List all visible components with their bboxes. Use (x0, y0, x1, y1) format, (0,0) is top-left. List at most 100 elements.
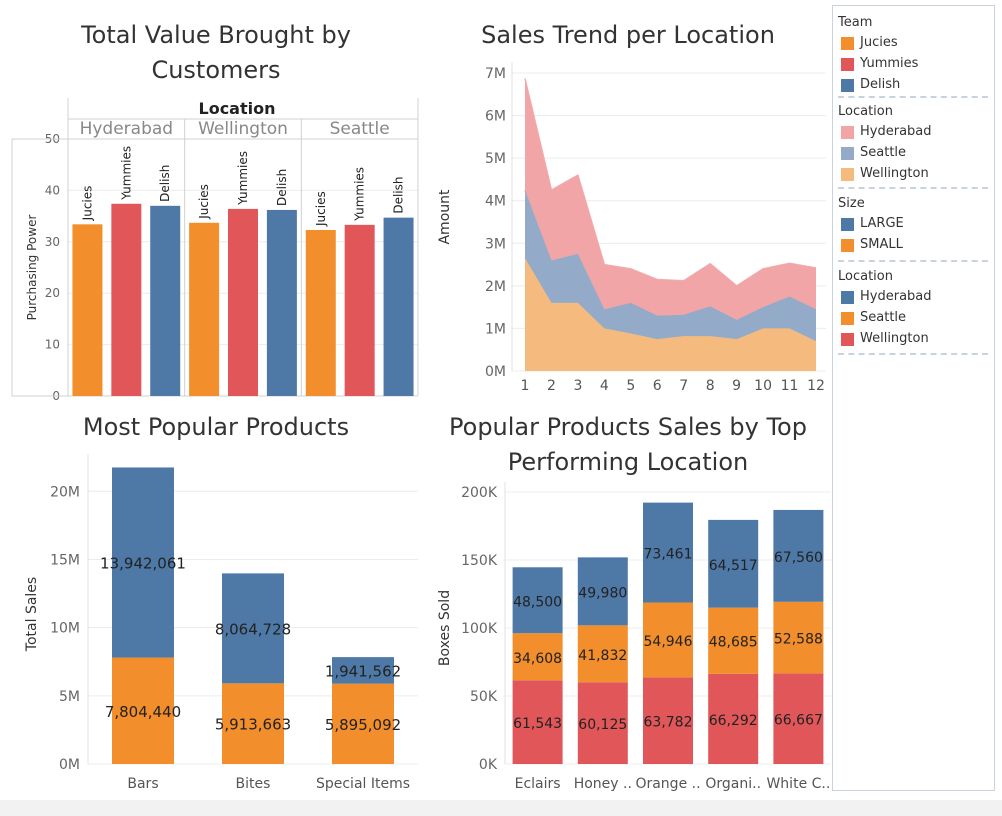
data-label: 13,942,061 (100, 555, 186, 573)
legend-bar-location: Location Hyderabad Seattle Wellington (838, 267, 988, 349)
bar-segment (643, 602, 693, 678)
legend-separator (838, 96, 988, 98)
legend-item-delish[interactable]: Delish (838, 74, 988, 95)
area-hyderabad (525, 78, 816, 320)
y-tick-label: 7M (485, 66, 506, 82)
legend-item-hyderabad[interactable]: Hyderabad (838, 286, 988, 307)
chart3-title: Most Popular Products (82, 413, 350, 441)
data-label: 52,588 (774, 632, 823, 648)
legend-item-wellington[interactable]: Wellington (838, 163, 988, 184)
area-seattle (525, 190, 816, 342)
legend-area-location: Location Hyderabad Seattle Wellington (838, 102, 988, 184)
y-tick-label: 0M (485, 364, 506, 380)
bar-segment (708, 519, 759, 608)
y-tick-label: 10 (45, 338, 60, 352)
area-edge (524, 78, 817, 287)
bar-label: Delish (275, 169, 289, 206)
x-tick-label: 8 (706, 378, 715, 394)
y-tick-label: 4M (485, 194, 506, 210)
x-tick-label: 11 (781, 378, 799, 394)
bar-label: Delish (158, 165, 172, 202)
bar-segment (773, 673, 824, 764)
x-tick-label: Orange .. (635, 776, 700, 792)
data-label: 67,560 (774, 550, 823, 566)
bar-segment (512, 680, 563, 764)
legend-label: Seattle (860, 310, 907, 325)
legend-swatch (841, 333, 854, 346)
legend-item-jucies[interactable]: Jucies (838, 32, 988, 53)
bar-segment (773, 601, 824, 674)
data-label: 7,804,440 (105, 703, 181, 721)
x-tick-label: White C.. (766, 776, 830, 792)
bar-segment (222, 683, 284, 764)
y-axis-label: Purchasing Power (25, 215, 39, 321)
legend-item-small[interactable]: SMALL (838, 234, 988, 255)
y-tick-label: 10M (50, 621, 80, 637)
bar-segment (708, 607, 759, 674)
bar-segment (332, 683, 394, 764)
y-tick-label: 5M (59, 689, 80, 705)
x-tick-label: 12 (807, 378, 825, 394)
dashboard-footer (0, 800, 1002, 816)
legend-item-seattle[interactable]: Seattle (838, 142, 988, 163)
legend-swatch (841, 312, 854, 325)
data-label: 34,608 (513, 651, 562, 667)
x-tick-label: 2 (547, 378, 556, 394)
legend-item-yummies[interactable]: Yummies (838, 53, 988, 74)
y-tick-label: 3M (485, 236, 506, 252)
legend-label: Jucies (860, 35, 898, 50)
legend-label: Hyderabad (860, 124, 932, 139)
x-tick-label: 3 (573, 378, 582, 394)
y-tick-label: 5M (485, 151, 506, 167)
data-label: 64,517 (709, 558, 758, 574)
legend-title: Location (838, 104, 893, 119)
legend-item-large[interactable]: LARGE (838, 213, 988, 234)
y-tick-label: 6M (485, 109, 506, 125)
bar-segment (112, 657, 174, 764)
location-label: Wellington (198, 119, 288, 139)
y-tick-label: 100K (461, 621, 498, 637)
y-tick-label: 15M (50, 552, 80, 568)
legend-swatch (841, 291, 854, 304)
x-tick-label: 6 (653, 378, 662, 394)
bar-segment (773, 509, 824, 602)
data-label: 1,941,562 (325, 662, 401, 680)
x-tick-label: Eclairs (515, 776, 561, 792)
chart2-title: Sales Trend per Location (481, 21, 775, 49)
bar-label: Jucies (197, 184, 211, 220)
legend-label: Wellington (860, 331, 929, 346)
legend-swatch (841, 58, 854, 71)
legend-swatch (841, 147, 854, 160)
x-tick-label: Bites (236, 776, 271, 792)
bar-segment (222, 573, 284, 684)
bar-segment (643, 677, 693, 764)
y-tick-label: 0K (479, 757, 498, 773)
x-tick-label: 7 (679, 378, 688, 394)
bar-label: Yummies (236, 151, 250, 206)
legend-item-wellington[interactable]: Wellington (838, 328, 988, 349)
legend-label: SMALL (860, 237, 903, 252)
legend-item-seattle[interactable]: Seattle (838, 307, 988, 328)
x-tick-label: 10 (754, 378, 772, 394)
bar-segment (577, 625, 628, 683)
legend-separator (838, 260, 988, 262)
header-label: Location (199, 99, 276, 118)
x-tick-label: Bars (127, 776, 158, 792)
data-label: 60,125 (578, 717, 627, 733)
legend-label: Delish (860, 77, 901, 92)
bar-segment (708, 673, 759, 764)
bar (305, 229, 336, 396)
bar-label: Jucies (314, 191, 328, 227)
bar-label: Yummies (119, 146, 133, 201)
legend-label: Hyderabad (860, 289, 932, 304)
legend-item-hyderabad[interactable]: Hyderabad (838, 121, 988, 142)
x-tick-label: Organi.. (705, 776, 761, 792)
y-tick-label: 50K (470, 689, 498, 705)
y-tick-label: 2M (485, 279, 506, 295)
y-axis-label: Boxes Sold (437, 590, 453, 666)
legend-label: Wellington (860, 166, 929, 181)
data-label: 73,461 (644, 547, 693, 563)
